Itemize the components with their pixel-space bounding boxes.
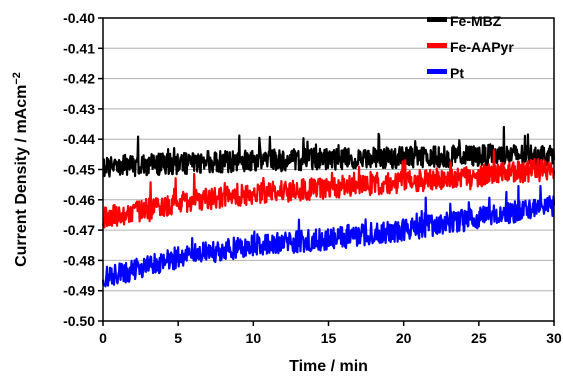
y-tick-label: -0.45 [63, 162, 95, 178]
x-axis-label: Time / min [289, 358, 368, 375]
series-layer [101, 125, 556, 288]
x-tick-label: 5 [174, 330, 182, 346]
y-axis-label: Current Density / mAcm−2 [11, 72, 30, 267]
y-tick-label: -0.40 [63, 10, 95, 26]
y-tick-label: -0.46 [63, 192, 95, 208]
x-tick-label: 20 [396, 330, 412, 346]
series-line-pt [101, 184, 556, 288]
y-tick-label: -0.42 [63, 71, 95, 87]
legend: Fe-MBZ Fe-AAPyr Pt [427, 13, 514, 81]
y-tick-label: -0.41 [63, 40, 95, 56]
y-axis-ticks: -0.40 -0.41 -0.42 -0.43 -0.44 -0.45 -0.46 -0.47… [63, 10, 103, 329]
series-line-fe-aapyr [101, 149, 556, 229]
y-tick-label: -0.50 [63, 313, 95, 329]
x-tick-label: 30 [546, 330, 562, 346]
x-tick-label: 25 [471, 330, 487, 346]
x-tick-label: 15 [321, 330, 337, 346]
series-line-fe-mbz [102, 125, 556, 178]
x-tick-label: 10 [246, 330, 262, 346]
x-axis-ticks: 0 5 10 15 20 25 30 [99, 321, 562, 346]
legend-label: Fe-MBZ [450, 13, 502, 29]
legend-swatch [427, 17, 447, 22]
y-axis-label-main: Current Density / mAcm [13, 85, 30, 267]
y-tick-label: -0.48 [63, 252, 95, 268]
y-tick-label: -0.44 [63, 131, 95, 147]
y-axis-label-superscript: −2 [11, 72, 23, 85]
x-tick-label: 0 [99, 330, 107, 346]
legend-swatch [427, 43, 447, 48]
y-tick-label: -0.43 [63, 101, 95, 117]
legend-label: Pt [450, 65, 464, 81]
legend-label: Fe-AAPyr [450, 39, 514, 55]
y-tick-label: -0.49 [63, 283, 95, 299]
y-tick-label: -0.47 [63, 222, 95, 238]
legend-swatch [427, 69, 447, 74]
